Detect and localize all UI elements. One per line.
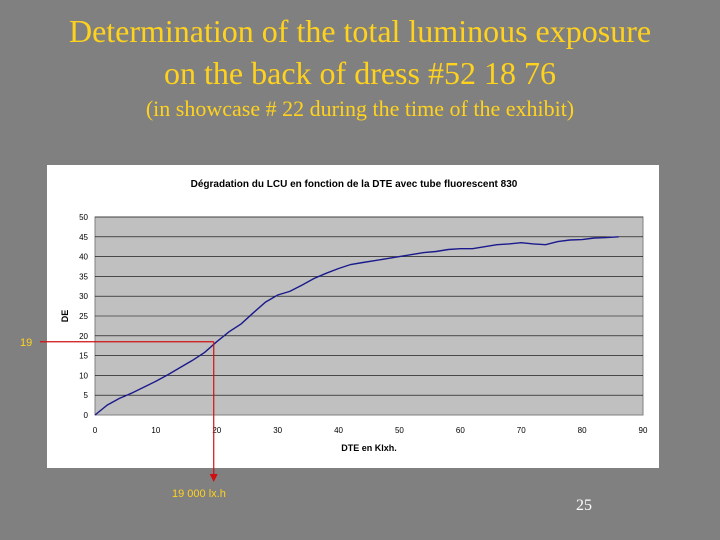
x-axis-ticks: 0 10 20 30 40 50 60 70 80 90	[93, 426, 648, 435]
chart-title: Dégradation du LCU en fonction de la DTE…	[191, 179, 518, 190]
x-tick-label: 60	[456, 426, 465, 435]
x-tick-label: 40	[334, 426, 343, 435]
slide-title-line-2: on the back of dress #52 18 76	[164, 55, 556, 91]
x-tick-label: 0	[93, 426, 98, 435]
y-tick-label: 0	[84, 411, 89, 420]
slide-title-line-1: Determination of the total luminous expo…	[68, 13, 652, 49]
gridlines	[95, 216, 643, 396]
x-tick-label: 50	[395, 426, 404, 435]
slide-subtitle: (in showcase # 22 during the time of the…	[145, 96, 575, 121]
page-number: 25	[576, 497, 592, 514]
y-tick-label: 10	[79, 371, 88, 380]
y-tick-label: 45	[79, 233, 88, 242]
x-marker-annotation: 19 000 lx.h	[172, 488, 226, 500]
x-tick-label: 70	[517, 426, 526, 435]
y-tick-label: 40	[79, 253, 88, 262]
x-tick-label: 30	[273, 426, 282, 435]
y-axis-label: DE	[60, 310, 70, 323]
series-line	[94, 236, 619, 416]
y-tick-label: 15	[79, 352, 88, 361]
y-tick-label: 5	[84, 391, 89, 400]
y-axis-ticks: 0 5 10 15 20 25 30 35 40 45 50	[79, 213, 88, 420]
y-marker-annotation: 19	[20, 337, 33, 349]
y-tick-label: 30	[79, 292, 88, 301]
x-tick-label: 90	[639, 426, 648, 435]
x-tick-label: 10	[151, 426, 160, 435]
x-axis-label: DTE en Klxh.	[341, 443, 397, 453]
y-tick-label: 35	[79, 272, 88, 281]
x-tick-label: 80	[578, 426, 587, 435]
marker-lines	[40, 341, 218, 482]
y-tick-label: 50	[79, 213, 88, 222]
y-tick-label: 25	[79, 312, 88, 321]
x-tick-label: 20	[212, 426, 221, 435]
y-tick-label: 20	[79, 332, 88, 341]
